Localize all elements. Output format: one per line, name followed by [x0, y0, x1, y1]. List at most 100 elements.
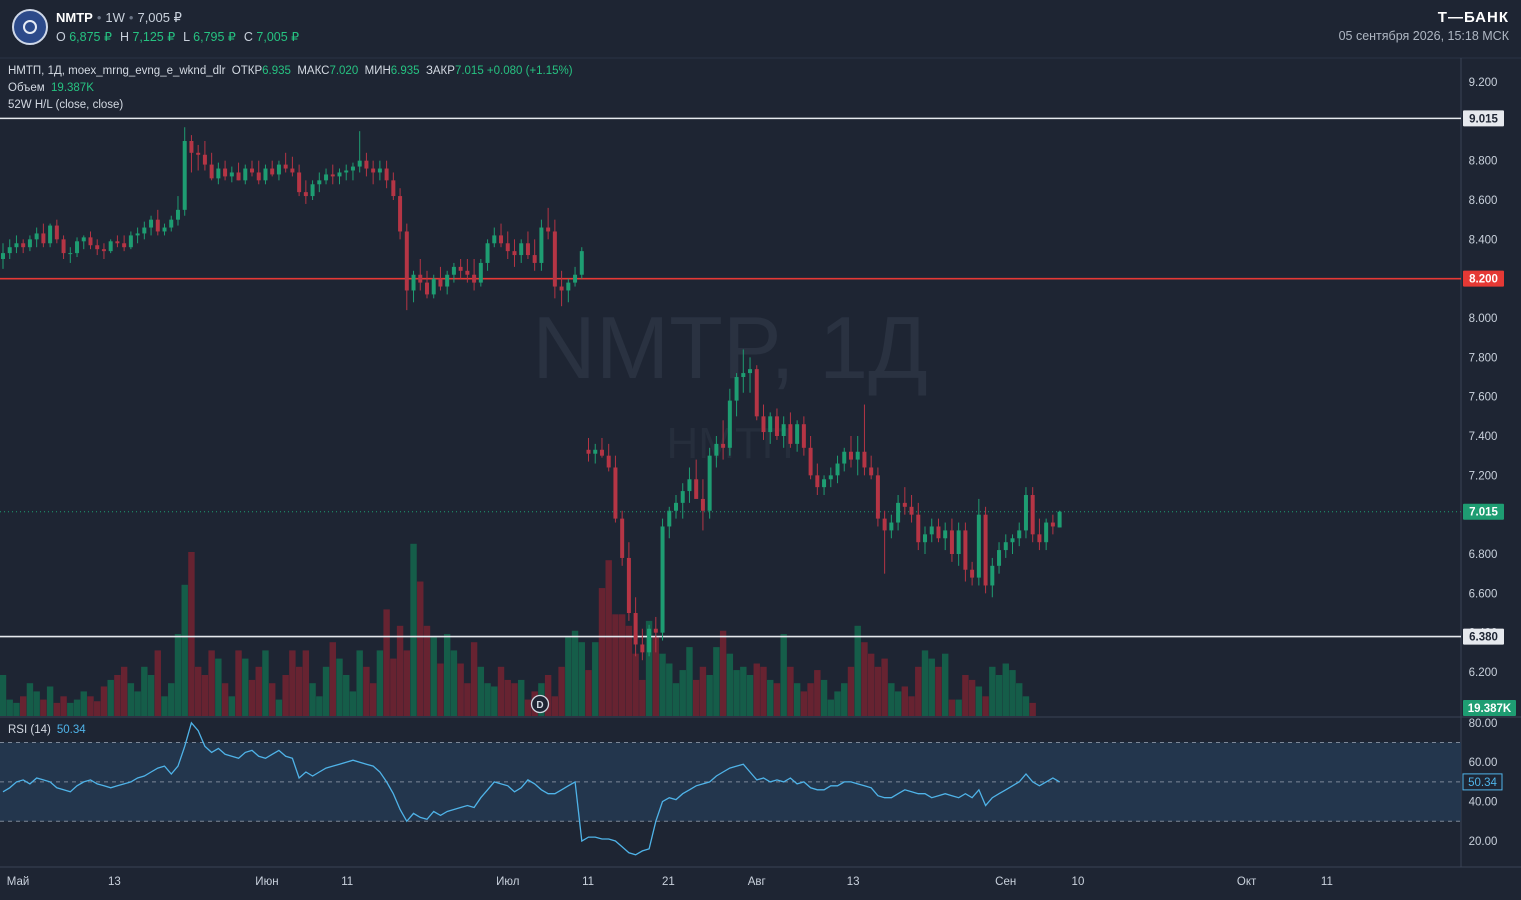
- level-badge: [1463, 270, 1504, 287]
- last-price-badge: [1463, 503, 1504, 520]
- ohlc-low-value: 6,795 ₽: [193, 30, 236, 44]
- volume-bar: [100, 686, 108, 716]
- candle-body: [559, 286, 564, 291]
- candle-body: [61, 239, 66, 254]
- volume-bar: [847, 666, 855, 716]
- legend-low: 6.935: [390, 65, 420, 77]
- time-tick-label: Май: [7, 876, 30, 888]
- time-tick-label: 13: [108, 876, 121, 888]
- candle-body: [250, 168, 255, 173]
- volume-bar: [733, 670, 740, 716]
- candle-body: [923, 534, 928, 543]
- candle-body: [902, 502, 907, 507]
- candle-body: [929, 526, 934, 535]
- timestamp: 05 сентября 2026, 15:18 МСК: [1338, 29, 1509, 43]
- volume-bar: [154, 650, 161, 716]
- candle-body: [963, 530, 968, 570]
- volume-bar: [652, 637, 660, 716]
- candle-body: [48, 225, 53, 244]
- candle-body: [997, 550, 1002, 566]
- legend-symbol-row[interactable]: НМТП, 1Д, moex_mrng_evng_e_wknd_dlr ОТКР…: [8, 63, 573, 80]
- candle-body: [350, 166, 355, 171]
- candle-body: [694, 479, 699, 499]
- volume-bar: [356, 650, 363, 716]
- volume-bar: [639, 679, 646, 716]
- volume-bar: [363, 666, 370, 716]
- candle-body: [680, 491, 685, 503]
- volume-bar: [894, 691, 902, 716]
- candle-body: [667, 510, 672, 527]
- price-tick-label: 8.400: [1469, 234, 1498, 246]
- volume-bar: [383, 609, 390, 716]
- volume-bar: [255, 666, 262, 716]
- volume-bar: [73, 699, 81, 716]
- volume-bar: [679, 670, 686, 716]
- volume-bar: [726, 653, 734, 716]
- candle-body: [478, 262, 483, 283]
- candle-body: [795, 424, 800, 444]
- price-tick-label: 6.600: [1469, 588, 1498, 600]
- candle-body: [620, 518, 625, 558]
- volume-bar: [800, 691, 808, 716]
- volume-bar: [295, 666, 303, 716]
- candle-body: [472, 274, 477, 283]
- ohlc-values: O 6,875 ₽ H 7,125 ₽ L 6,795 ₽ C 7,005 ₽: [56, 29, 307, 44]
- legend-volume-row[interactable]: Объем 19.387K: [8, 80, 573, 97]
- volume-bar: [46, 686, 54, 716]
- ticker-symbol[interactable]: NMTP: [56, 10, 93, 25]
- volume-bar: [834, 691, 841, 716]
- candle-body: [505, 243, 510, 252]
- candle-body: [357, 160, 362, 167]
- rsi-legend[interactable]: RSI (14) 50.34: [8, 724, 86, 736]
- volume-bar: [740, 666, 747, 716]
- candle-body: [115, 241, 120, 244]
- volume-bar: [134, 691, 141, 716]
- volume-bar: [302, 650, 310, 716]
- volume-bar: [686, 647, 693, 716]
- candle-body: [371, 168, 376, 173]
- legend-indicator: 52W H/L (close, close): [8, 99, 124, 111]
- candle-body: [276, 164, 281, 175]
- volume-bar: [6, 699, 13, 716]
- price-tick-label: 9.200: [1469, 77, 1498, 89]
- volume-bar: [753, 663, 760, 716]
- volume-bar: [107, 679, 114, 716]
- candle-body: [7, 247, 12, 254]
- volume-bar: [349, 691, 357, 716]
- candle-body: [54, 225, 59, 240]
- candle-body: [788, 424, 793, 444]
- ohlc-high-key: H: [119, 30, 129, 44]
- volume-bar: [464, 683, 471, 716]
- time-tick-label: Июн: [255, 876, 278, 888]
- candle-body: [1057, 511, 1062, 528]
- volume-bar: [275, 699, 283, 716]
- volume-bar: [194, 666, 202, 716]
- volume-bar: [343, 675, 350, 716]
- rsi-tick-label: 60.00: [1469, 757, 1498, 769]
- volume-bar: [962, 675, 969, 716]
- interval-label[interactable]: 1W: [105, 10, 125, 25]
- candle-body: [970, 569, 975, 578]
- time-tick-label: 11: [582, 876, 594, 888]
- volume-bar: [767, 679, 774, 716]
- candle-body: [674, 502, 678, 511]
- volume-bar: [888, 683, 895, 716]
- volume-bar: [188, 552, 195, 716]
- candle-body: [660, 526, 665, 633]
- volume-bar: [390, 658, 397, 716]
- volume-bar: [578, 642, 585, 716]
- volume-bar: [935, 666, 942, 716]
- candle-body: [1023, 495, 1028, 531]
- volume-bar: [168, 683, 175, 716]
- volume-bar: [67, 702, 74, 716]
- level-badge: [1463, 110, 1504, 127]
- legend-high-label: МАКС: [297, 65, 330, 77]
- legend-indicator-row[interactable]: 52W H/L (close, close): [8, 97, 573, 114]
- volume-bar: [719, 630, 727, 716]
- volume-bar: [861, 642, 868, 716]
- volume-bar: [558, 666, 565, 716]
- time-tick-label: 13: [847, 876, 860, 888]
- candle-body: [734, 377, 739, 401]
